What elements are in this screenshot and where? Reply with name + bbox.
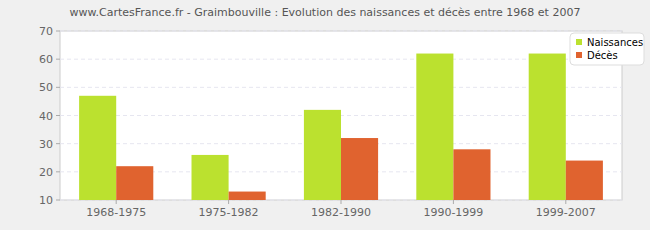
bar — [416, 54, 453, 200]
y-tick — [56, 171, 60, 172]
bar — [304, 110, 341, 200]
legend-swatch — [576, 39, 582, 45]
bar — [453, 149, 490, 200]
chart: www.CartesFrance.fr - Graimbouville : Ev… — [0, 0, 650, 230]
x-tick-label: 1999-2007 — [536, 206, 596, 219]
y-tick — [56, 115, 60, 116]
chart-svg: www.CartesFrance.fr - Graimbouville : Ev… — [0, 0, 650, 230]
x-tick — [228, 200, 229, 204]
y-tick — [56, 31, 60, 32]
x-tick-label: 1982-1990 — [311, 206, 371, 219]
legend-label: Naissances — [587, 37, 643, 48]
y-tick — [56, 59, 60, 60]
background — [0, 0, 650, 230]
title: www.CartesFrance.fr - Graimbouville : Ev… — [70, 6, 581, 19]
x-tick — [453, 200, 454, 204]
legend-box — [570, 33, 644, 65]
x-tick — [341, 200, 342, 204]
y-tick — [56, 87, 60, 88]
bar — [529, 54, 566, 200]
bar — [79, 96, 116, 200]
x-tick — [116, 200, 117, 204]
y-tick-label: 10 — [39, 194, 53, 207]
bar — [566, 161, 603, 200]
y-tick — [56, 200, 60, 201]
bar — [229, 192, 266, 200]
bar — [341, 138, 378, 200]
x-tick-label: 1975-1982 — [199, 206, 259, 219]
bars — [79, 54, 603, 200]
plot-area — [60, 31, 622, 200]
x-tick-label: 1968-1975 — [86, 206, 146, 219]
y-tick-label: 60 — [39, 53, 53, 66]
y-tick-label: 40 — [39, 110, 53, 123]
y-tick-label: 70 — [39, 25, 53, 38]
bar — [192, 155, 229, 200]
grid-line — [60, 31, 622, 32]
y-tick-label: 30 — [39, 138, 53, 151]
x-tick-label: 1990-1999 — [423, 206, 483, 219]
legend: Naissances Décès — [570, 33, 644, 65]
x-tick — [565, 200, 566, 204]
legend-swatch — [576, 52, 582, 58]
bar — [116, 166, 153, 200]
y-tick-label: 20 — [39, 166, 53, 179]
y-tick — [56, 143, 60, 144]
y-tick-label: 50 — [39, 81, 53, 94]
legend-label: Décès — [587, 50, 618, 61]
